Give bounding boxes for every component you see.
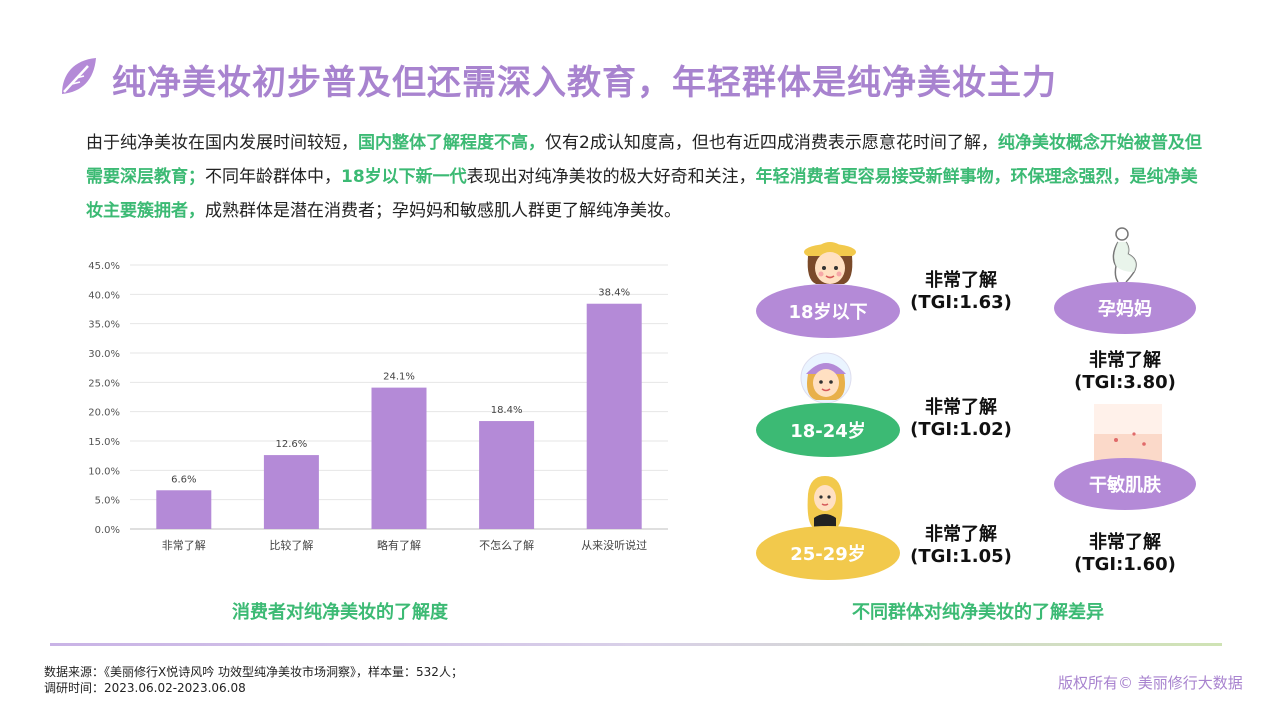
y-tick-label: 45.0% (88, 261, 120, 272)
intro-highlight: 年轻消费者更容易接受新鲜事物，环保理念强烈，是纯净美妆主要簇拥者， (86, 167, 1198, 221)
group-level: 非常了解 (1089, 532, 1161, 553)
group-tgi-value: (TGI:1.60) (1074, 554, 1176, 575)
intro-text: 由于纯净美妆在国内发展时间较短， (86, 133, 358, 153)
group-tgi-value: (TGI:1.05) (910, 546, 1012, 567)
y-tick-label: 15.0% (88, 437, 120, 448)
y-tick-label: 40.0% (88, 290, 120, 301)
leaf-icon (62, 58, 96, 94)
group-tgi-value: (TGI:3.80) (1074, 372, 1176, 393)
data-source: 数据来源：《美丽修行X悦诗风吟 功效型纯净美妆市场洞察》，样本量：532人； 调… (44, 664, 463, 696)
y-tick-label: 0.0% (95, 525, 120, 536)
group-tgi-under-18: 非常了解 (TGI:1.63) (906, 270, 1016, 314)
group-level: 非常了解 (925, 524, 997, 545)
y-tick-label: 5.0% (95, 496, 120, 507)
bar (156, 490, 212, 529)
intro-highlight: 国内整体了解程度不高， (358, 133, 545, 153)
x-tick-label: 不怎么了解 (479, 538, 534, 552)
copyright: 版权所有© 美丽修行大数据 (1058, 674, 1243, 692)
bar (263, 455, 319, 529)
groups-caption: 不同群体对纯净美妆的了解差异 (852, 602, 1104, 623)
x-tick-label: 非常了解 (162, 538, 206, 552)
intro-text: 仅有2成认知度高，但也有近四成消费表示愿意花时间了解， (545, 133, 998, 153)
footer-divider (50, 643, 1222, 646)
survey-period: 调研时间：2023.06.02-2023.06.08 (44, 681, 246, 695)
x-tick-label: 比较了解 (269, 538, 313, 552)
y-tick-label: 35.0% (88, 320, 120, 331)
group-tgi-sensitive-skin: 非常了解 (TGI:1.60) (1070, 532, 1180, 576)
child-avatar-icon (804, 242, 856, 284)
x-tick-label: 略有了解 (377, 538, 421, 552)
data-label: 18.4% (491, 405, 523, 416)
group-level: 非常了解 (925, 397, 997, 418)
group-tgi-value: (TGI:1.63) (910, 292, 1012, 313)
bar (371, 387, 427, 529)
source-line: 数据来源：《美丽修行X悦诗风吟 功效型纯净美妆市场洞察》，样本量：532人； (44, 665, 463, 679)
intro-text: 成熟群体是潜在消费者；孕妈妈和敏感肌人群更了解纯净美妆。 (205, 201, 681, 221)
data-label: 6.6% (171, 474, 196, 485)
youth-avatar-icon (800, 352, 852, 404)
intro-text: 不同年龄群体中， (205, 167, 341, 187)
y-tick-label: 10.0% (88, 466, 120, 477)
group-tgi-18-24: 非常了解 (TGI:1.02) (906, 397, 1016, 441)
y-tick-label: 20.0% (88, 408, 120, 419)
awareness-bar-chart: 0.0% 5.0% 10.0% 15.0% 20.0% 25.0% 30.0% 35.0% 40… (88, 261, 668, 552)
adult-avatar-icon (807, 476, 843, 528)
group-pill-18-24: 18-24岁 (756, 403, 900, 457)
group-level: 非常了解 (925, 270, 997, 291)
group-pill-sensitive-skin: 干敏肌肤 (1054, 458, 1196, 510)
group-pill-under-18: 18岁以下 (756, 284, 900, 338)
chart-caption: 消费者对纯净美妆的了解度 (232, 602, 448, 623)
data-label: 24.1% (383, 372, 415, 383)
bar (586, 303, 642, 529)
y-tick-label: 25.0% (88, 378, 120, 389)
group-pill-25-29: 25-29岁 (756, 526, 900, 580)
intro-paragraph: 由于纯净美妆在国内发展时间较短，国内整体了解程度不高，仅有2成认知度高，但也有近… (86, 126, 1206, 228)
intro-text: 表现出对纯净美妆的极大好奇和关注， (466, 167, 756, 187)
intro-highlight: 18岁以下新一代 (341, 167, 467, 187)
pregnant-icon (1112, 227, 1137, 283)
y-tick-label: 30.0% (88, 349, 120, 360)
bar (479, 421, 535, 529)
data-label: 12.6% (276, 439, 308, 450)
group-level: 非常了解 (1089, 350, 1161, 371)
group-tgi-pregnant: 非常了解 (TGI:3.80) (1070, 350, 1180, 394)
group-pill-pregnant: 孕妈妈 (1054, 282, 1196, 334)
intro-highlight: 纯净美妆概念开始被普及但需要深层教育； (86, 133, 1202, 187)
group-tgi-25-29: 非常了解 (TGI:1.05) (906, 524, 1016, 568)
data-label: 38.4% (598, 288, 630, 299)
group-tgi-value: (TGI:1.02) (910, 419, 1012, 440)
page-title: 纯净美妆初步普及但还需深入教育，年轻群体是纯净美妆主力 (112, 63, 1057, 103)
x-tick-label: 从来没听说过 (581, 538, 647, 552)
